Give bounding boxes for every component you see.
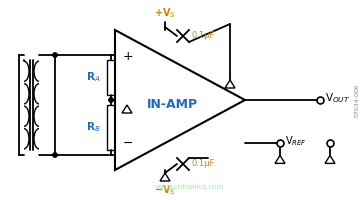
Text: V$_{OUT}$: V$_{OUT}$ bbox=[325, 91, 350, 105]
Text: 0.1μF: 0.1μF bbox=[191, 31, 214, 40]
Circle shape bbox=[53, 53, 57, 57]
Text: 0.1μF: 0.1μF bbox=[191, 158, 214, 168]
Bar bbox=[107, 60, 115, 95]
Text: R$_A$: R$_A$ bbox=[86, 71, 101, 84]
Circle shape bbox=[53, 153, 57, 157]
Text: +: + bbox=[123, 50, 134, 63]
Text: −V$_S$: −V$_S$ bbox=[154, 183, 176, 197]
Text: R$_B$: R$_B$ bbox=[86, 121, 101, 134]
Polygon shape bbox=[325, 155, 335, 163]
Text: V$_{REF}$: V$_{REF}$ bbox=[285, 134, 307, 148]
Polygon shape bbox=[275, 155, 285, 163]
Text: www.cntronics.com: www.cntronics.com bbox=[156, 184, 224, 190]
Circle shape bbox=[109, 98, 113, 102]
Text: +V$_S$: +V$_S$ bbox=[154, 6, 176, 20]
Polygon shape bbox=[115, 30, 245, 170]
Text: −: − bbox=[123, 137, 134, 150]
Bar bbox=[107, 105, 115, 150]
Text: IN-AMP: IN-AMP bbox=[147, 98, 197, 112]
Polygon shape bbox=[225, 80, 235, 88]
Polygon shape bbox=[122, 105, 132, 113]
Text: 07034-006: 07034-006 bbox=[355, 83, 360, 117]
Polygon shape bbox=[160, 173, 170, 181]
